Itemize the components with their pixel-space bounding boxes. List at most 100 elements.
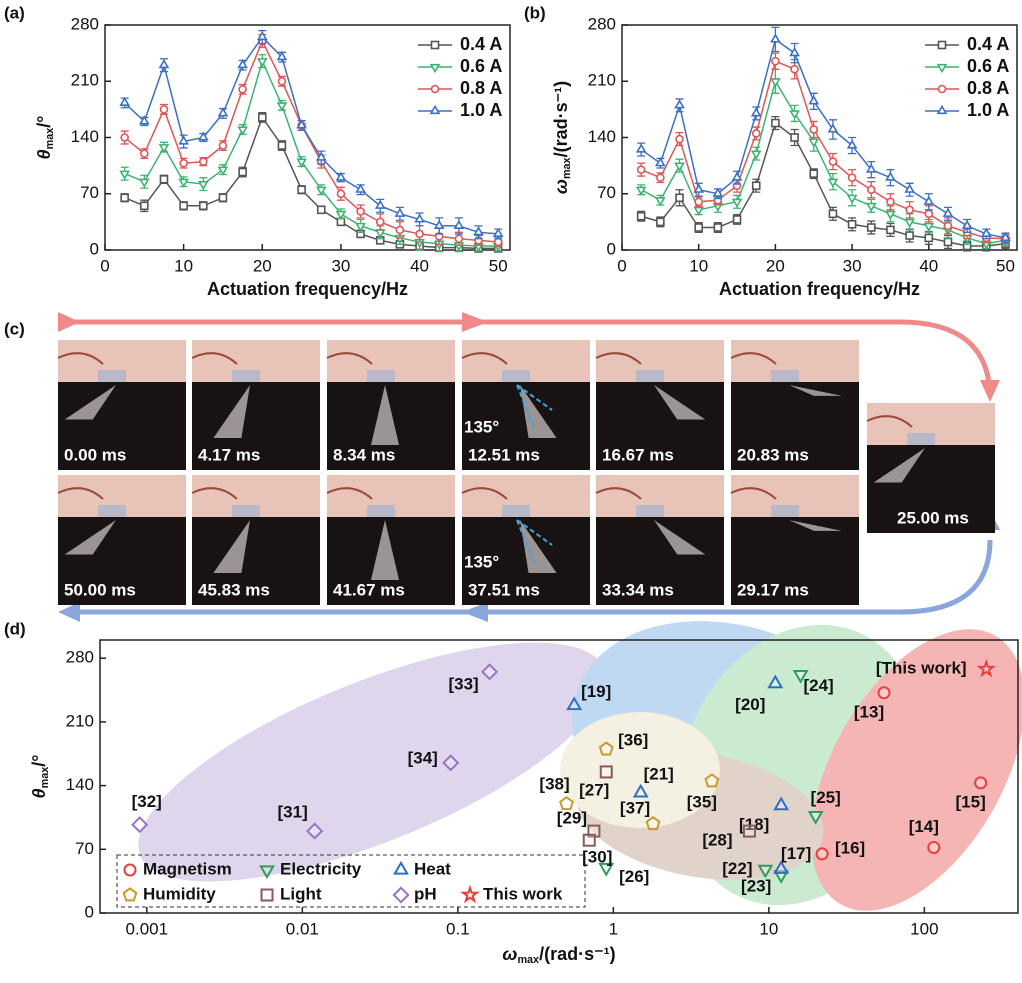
marker	[674, 99, 685, 109]
fin	[789, 385, 842, 396]
clamp	[771, 505, 799, 517]
marker	[199, 157, 208, 166]
marker	[158, 144, 170, 154]
clamp	[907, 433, 935, 445]
marker	[138, 178, 150, 188]
point-label: [19]	[581, 682, 611, 701]
angle-label: 135°	[464, 417, 499, 436]
panel-label: (a)	[4, 3, 25, 22]
y-tick-label: 210	[66, 711, 94, 730]
marker	[636, 211, 646, 221]
wire	[730, 352, 777, 365]
frame-time: 12.51 ms	[468, 445, 540, 464]
frame-bottom	[596, 517, 724, 605]
marker	[828, 157, 838, 166]
marker	[828, 209, 838, 219]
marker	[923, 222, 935, 233]
marker	[827, 123, 839, 133]
clamp	[98, 370, 126, 382]
marker	[296, 119, 307, 129]
marker	[442, 754, 460, 772]
y-tick-label: 0	[607, 239, 616, 258]
marker	[792, 670, 809, 684]
marker	[636, 165, 646, 174]
marker	[430, 40, 440, 50]
marker	[238, 167, 247, 177]
marker	[277, 141, 287, 150]
fin	[654, 520, 706, 555]
marker	[847, 219, 857, 229]
marker	[789, 110, 800, 120]
wire	[191, 487, 238, 500]
axis-symbol: θ	[29, 788, 49, 798]
legend-label: 1.0 A	[967, 100, 1009, 120]
plot-frame	[99, 639, 1019, 914]
marker	[123, 863, 137, 877]
marker	[635, 186, 647, 196]
point-label: [31]	[278, 803, 308, 822]
legend-label: Light	[280, 884, 322, 903]
y-tick-label: 280	[588, 14, 616, 33]
marker	[394, 207, 406, 217]
marker	[757, 864, 774, 879]
marker	[277, 76, 287, 86]
video-frame: 0.00 ms	[57, 340, 186, 470]
marker	[559, 795, 574, 811]
marker	[827, 178, 839, 188]
angle-guide	[516, 519, 553, 566]
marker	[936, 104, 948, 115]
axis-unit: /°	[29, 755, 49, 767]
point-label: [15]	[956, 792, 986, 811]
axis-symbol: ω	[502, 944, 517, 964]
frame-time: 37.51 ms	[468, 580, 540, 599]
legend-label: 0.6 A	[967, 56, 1009, 76]
marker	[693, 183, 705, 193]
x-tick-label: 1	[609, 919, 618, 938]
marker	[961, 219, 973, 229]
marker	[178, 135, 189, 145]
marker	[655, 197, 666, 207]
point-label: [28]	[702, 831, 732, 850]
video-frame: 50.00 ms	[57, 475, 186, 605]
frame-bottom	[58, 382, 186, 470]
point-label: [17]	[781, 844, 811, 863]
frame-bottom	[731, 382, 859, 470]
y-tick-label: 210	[71, 71, 99, 90]
marker	[809, 169, 819, 178]
marker	[138, 115, 150, 125]
legend-label: 0.8 A	[967, 78, 1009, 98]
wire	[191, 352, 238, 365]
x-tick-label: 30	[331, 256, 350, 275]
point-label: [27]	[579, 780, 609, 799]
frame-bottom	[867, 445, 995, 533]
marker	[974, 776, 988, 790]
angle-guide	[516, 384, 553, 431]
marker	[217, 107, 229, 117]
frame-time: 25.00 ms	[897, 508, 969, 527]
fin	[520, 385, 557, 439]
marker	[492, 227, 504, 238]
marker	[865, 202, 877, 212]
marker	[815, 847, 829, 861]
wire	[57, 352, 104, 365]
y-tick-label: 280	[71, 14, 99, 33]
marker	[808, 95, 820, 105]
marker	[355, 183, 366, 193]
marker	[598, 741, 614, 756]
marker	[493, 237, 503, 247]
marker	[374, 199, 386, 209]
clamp	[636, 370, 664, 382]
marker	[178, 178, 189, 188]
axis-symbol: θ	[34, 149, 54, 159]
point-label: [32]	[132, 792, 162, 811]
x-tick-label: 0	[100, 256, 109, 275]
point-label: [20]	[735, 695, 765, 714]
y-tick-label: 70	[75, 839, 94, 858]
marker	[1000, 231, 1011, 242]
legend-label: This work	[483, 884, 563, 903]
marker	[789, 46, 800, 57]
frame-time: 33.34 ms	[602, 580, 674, 599]
arrow-head	[462, 312, 488, 332]
frame-bottom	[731, 517, 859, 605]
